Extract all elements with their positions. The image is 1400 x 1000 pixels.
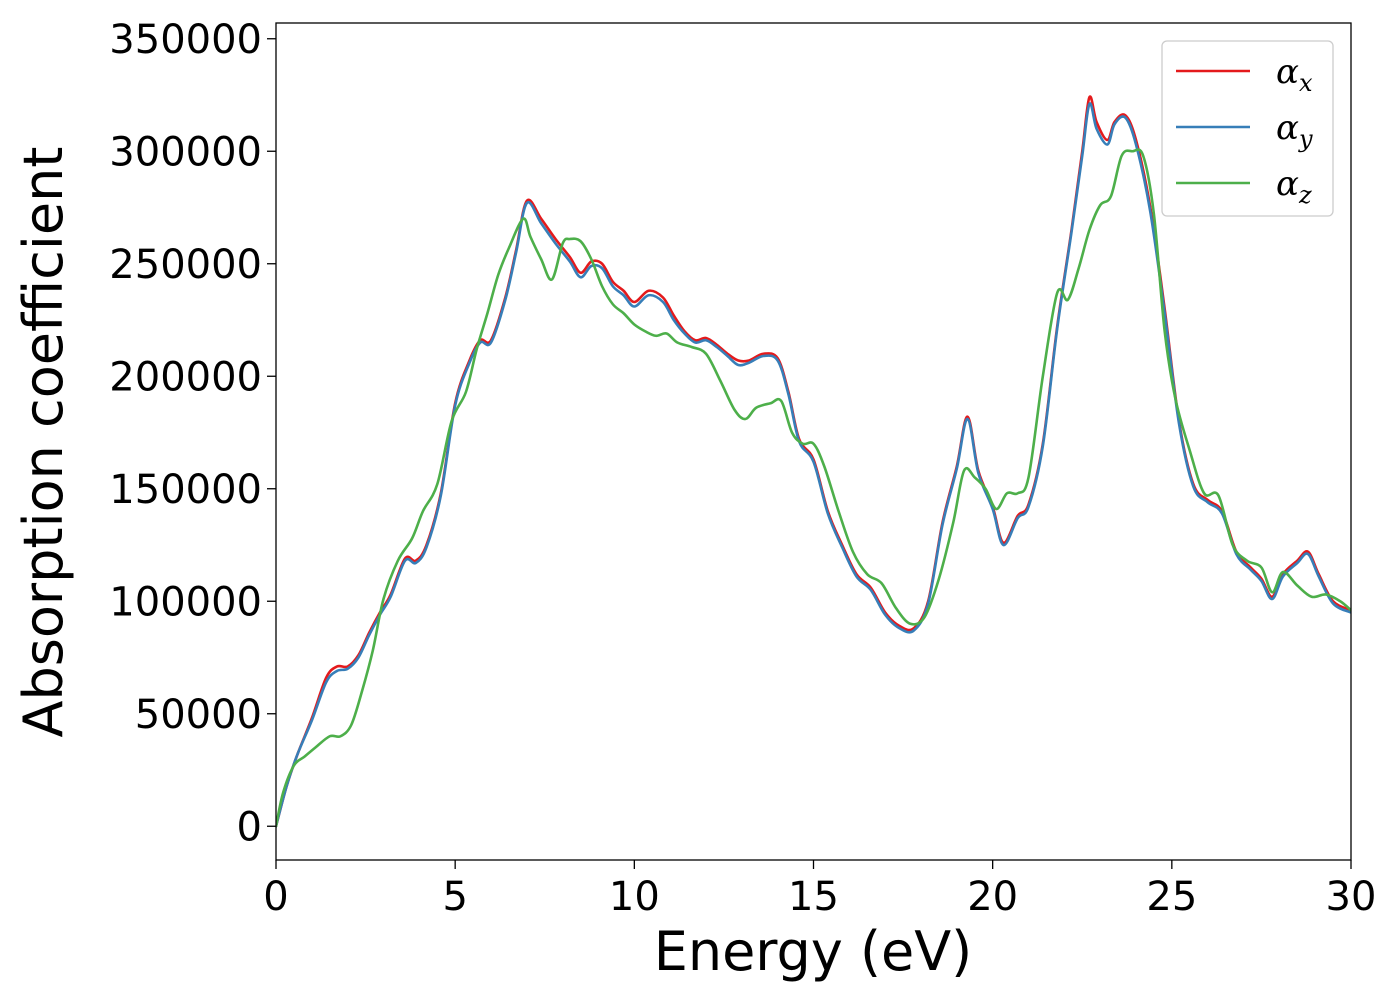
legend-subscript: z (1298, 181, 1312, 209)
x-tick-label: 30 (1326, 874, 1377, 920)
y-tick-label: 100000 (109, 579, 262, 625)
series-line-z (276, 148, 1351, 828)
y-tick-label: 200000 (109, 354, 262, 400)
y-axis-title: Absorption coefficient (12, 147, 75, 738)
y-tick-label: 0 (237, 804, 262, 850)
legend-box (1161, 40, 1334, 217)
y-tick-label: 350000 (109, 17, 262, 63)
x-tick-label: 10 (609, 874, 660, 920)
y-tick-label: 250000 (109, 242, 262, 288)
y-tick-label: 150000 (109, 467, 262, 513)
y-tick-label: 300000 (109, 129, 262, 175)
legend-subscript: y (1298, 125, 1313, 153)
y-tick-label: 50000 (135, 692, 262, 738)
x-tick-label: 15 (788, 874, 839, 920)
x-tick-label: 25 (1146, 874, 1197, 920)
x-tick-label: 5 (442, 874, 467, 920)
x-axis: 0 5 10 15 20 25 30 (263, 860, 1376, 920)
y-axis: 0 50000 100000 150000 200000 250000 300000 3500… (109, 17, 276, 850)
x-tick-label: 20 (967, 874, 1018, 920)
x-tick-label: 0 (263, 874, 288, 920)
x-axis-title: Energy (eV) (654, 920, 973, 983)
legend-subscript: x (1299, 69, 1313, 97)
series-layer (276, 95, 1351, 828)
